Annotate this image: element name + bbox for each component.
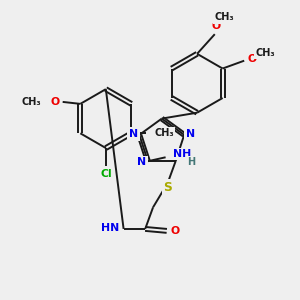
Text: Cl: Cl (100, 169, 112, 178)
Text: S: S (164, 181, 172, 194)
Text: H: H (187, 157, 195, 167)
Text: CH₃: CH₃ (255, 48, 274, 58)
Text: CH₃: CH₃ (155, 128, 175, 138)
Text: N: N (137, 157, 147, 167)
Text: CH₃: CH₃ (215, 13, 234, 22)
Text: CH₃: CH₃ (21, 97, 41, 107)
Text: N: N (185, 129, 195, 139)
Text: O: O (248, 54, 256, 64)
Text: N: N (129, 129, 138, 139)
Text: O: O (50, 97, 59, 107)
Text: HN: HN (101, 223, 120, 233)
Text: O: O (170, 226, 179, 236)
Text: NH: NH (173, 149, 192, 159)
Text: O: O (211, 21, 220, 31)
